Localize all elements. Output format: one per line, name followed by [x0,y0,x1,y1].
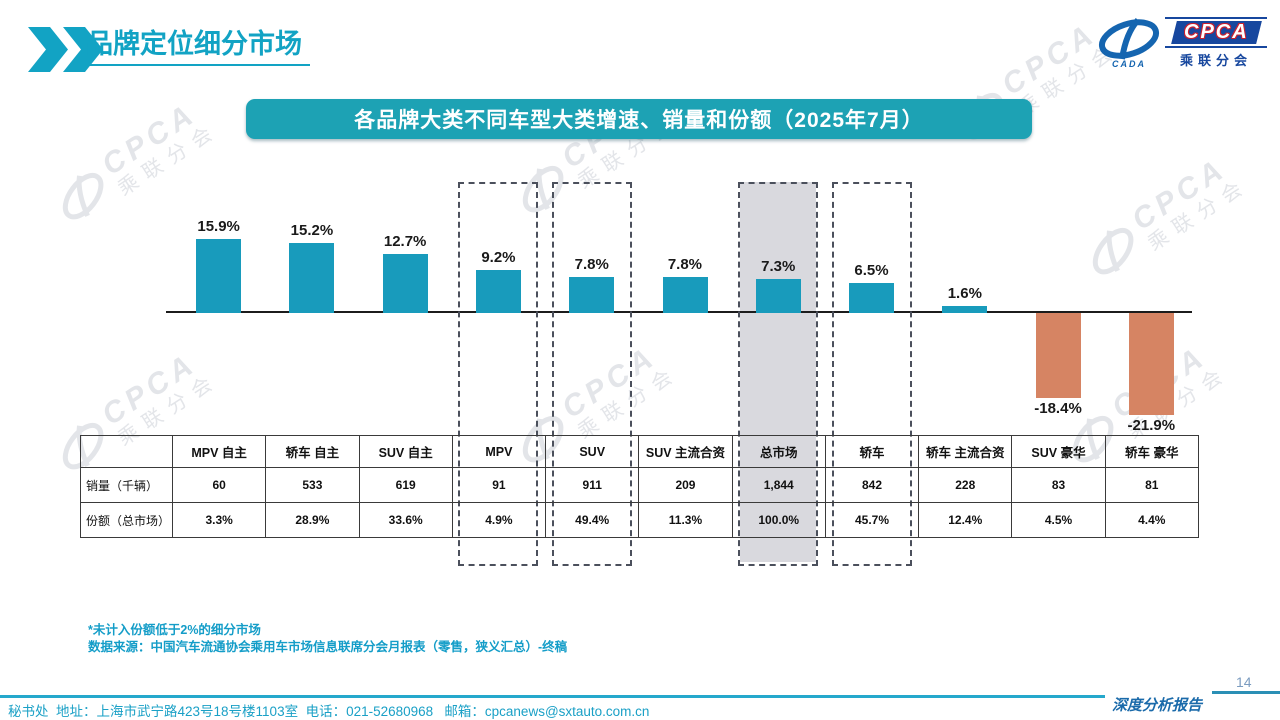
data-table: MPV 自主 轿车 自主 SUV 自主 MPV SUV SUV 主流合资 总市场 轿车 轿车 主… [80,435,1199,538]
cpca-text: CPCA [1183,21,1249,43]
table-col-header-4: MPV [452,436,547,468]
growth-bar-value: -18.4% [1034,400,1082,418]
growth-bar-value: 7.8% [667,255,703,273]
footnotes: *未计入份额低于2%的细分市场 数据来源：中国汽车流通协会乘用车市场信息联席分会… [88,622,567,656]
table-cell-r2-c1: 3.3% [173,503,267,538]
double-chevron-right-icon [28,27,103,72]
report-type-label: 深度分析报告 [1112,696,1203,714]
growth-bar-10 [1035,313,1081,399]
total-market-shaded-band [740,182,817,562]
table-cell-r2-c8: 45.7% [825,503,920,538]
growth-bar-8 [849,282,894,313]
table-col-header-10: SUV 豪华 [1012,436,1106,468]
table-col-header-1: MPV 自主 [173,436,267,468]
growth-bar-3 [382,254,428,313]
growth-bar-value: 12.7% [383,233,427,251]
table-col-header-6: SUV 主流合资 [639,436,733,468]
footer-contact-info: 秘书处 地址：上海市武宁路423号18号楼1103室 电话：021-526809… [8,704,650,719]
table-cell-r2-c2: 28.9% [266,503,360,538]
page-title: 品牌定位细分市场 [86,22,310,66]
table-cell-r2-c9: 12.4% [919,503,1013,538]
table-cell-r1-c2: 533 [266,468,360,503]
table-col-header-2: 轿车 自主 [266,436,360,468]
table-cell-r2-c11: 4.4% [1105,503,1199,538]
growth-bar-value: 6.5% [854,261,889,279]
footer-decorative-line [1212,691,1280,694]
footer-divider-line [0,695,1105,698]
growth-bar-7 [755,279,801,313]
growth-bar-value: 1.6% [947,284,982,302]
table-col-header-8: 轿车 [825,436,920,468]
page-number: 14 [1236,674,1252,690]
growth-bar-9 [942,305,988,313]
growth-bar-4 [475,270,521,313]
table-col-header-9: 轿车 主流合资 [919,436,1013,468]
table-cell-r1-c8: 842 [825,468,920,503]
growth-bar-value: 15.9% [197,218,240,236]
cada-label: CADA [1112,58,1146,69]
logo-stripe [1165,17,1267,19]
table-cell-r1-c7: 1,844 [732,468,826,503]
table-cell-r1-c4: 91 [452,468,547,503]
table-cell-r1-c3: 619 [359,468,453,503]
table-cell-r2-c7: 100.0% [732,503,826,538]
growth-bar-value: 9.2% [481,249,516,267]
table-corner-cell [81,436,173,468]
chart-title: 各品牌大类不同车型大类增速、销量和份额（2025年7月） [354,109,924,132]
cpca-logo: CADA CPCA 乘联分会 [1098,16,1267,69]
table-cell-r2-c10: 4.5% [1012,503,1106,538]
table-cell-r1-c9: 228 [919,468,1013,503]
growth-bar-value: 7.8% [574,255,609,273]
table-col-header-5: SUV [546,436,640,468]
logo-stripe [1165,46,1267,48]
table-cell-r1-c5: 911 [546,468,640,503]
table-col-header-11: 轿车 豪华 [1105,436,1199,468]
table-cell-r1-c10: 83 [1012,468,1106,503]
growth-bar-1 [196,239,242,313]
chevron-right-icon [28,27,68,72]
growth-bar-6 [662,276,708,313]
growth-bar-11 [1128,313,1174,415]
table-cell-r2-c5: 49.4% [546,503,640,538]
growth-bar-value: -21.9% [1127,416,1176,434]
chart-title-banner: 各品牌大类不同车型大类增速、销量和份额（2025年7月） [246,99,1032,139]
footnote-source: 数据来源：中国汽车流通协会乘用车市场信息联席分会月报表（零售，狭义汇总）-终稿 [88,640,568,654]
growth-bar-2 [289,242,335,313]
table-cell-r1-c6: 209 [639,468,733,503]
logo-chinese-name: 乘联分会 [1179,53,1252,68]
growth-bar-value: 7.3% [761,258,796,276]
cpca-wordmark: CPCA [1170,21,1262,44]
cada-oval-icon: CADA [1098,17,1160,69]
table-col-header-3: SUV 自主 [359,436,453,468]
table-cell-r1-c11: 81 [1105,468,1199,503]
table-row-label-1: 销量（千辆） [81,468,173,503]
footnote-exclusion: *未计入份额低于2%的细分市场 [88,623,261,637]
table-cell-r1-c1: 60 [173,468,267,503]
growth-bar-value: 15.2% [290,221,334,239]
table-cell-r2-c4: 4.9% [452,503,547,538]
table-cell-r2-c3: 33.6% [359,503,453,538]
table-row-label-2: 份额（总市场） [81,503,173,538]
table-cell-r2-c6: 11.3% [639,503,733,538]
table-col-header-7: 总市场 [732,436,826,468]
growth-bar-5 [569,276,615,313]
